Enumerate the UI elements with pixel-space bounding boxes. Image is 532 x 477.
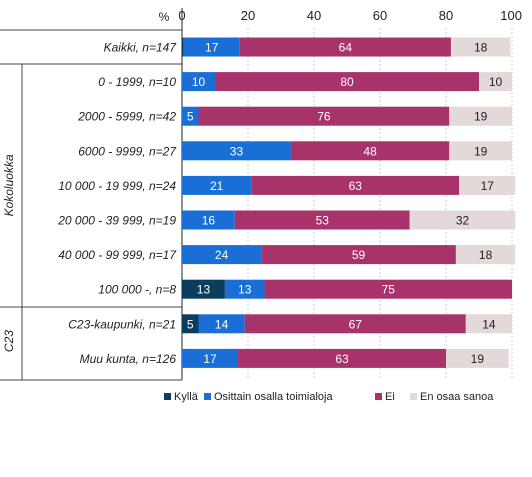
bar-segment	[198, 106, 450, 126]
data-label: 32	[456, 214, 470, 228]
x-tick-label: 20	[241, 8, 255, 23]
bar-segment	[244, 314, 466, 334]
data-label: 33	[230, 144, 244, 158]
bar-segment	[182, 348, 239, 368]
data-label: 63	[335, 352, 349, 366]
bar-segment	[182, 141, 291, 161]
bar-segment	[182, 106, 199, 126]
percent-symbol: %	[159, 10, 170, 24]
legend-swatch	[164, 393, 171, 400]
bar-segment	[182, 279, 225, 299]
data-label: 17	[481, 179, 495, 193]
data-label: 18	[479, 248, 493, 262]
data-label: 10	[489, 75, 503, 89]
data-label: 13	[238, 283, 252, 297]
category-label: 20 000 - 39 999, n=19	[57, 214, 176, 228]
data-label: 17	[205, 41, 219, 55]
legend-label: Ei	[385, 391, 395, 403]
legend-swatch	[204, 393, 211, 400]
bar-segment	[182, 175, 252, 195]
data-label: 19	[471, 352, 485, 366]
bar-segment	[290, 141, 450, 161]
data-label: 21	[210, 179, 224, 193]
x-tick-label: 40	[307, 8, 321, 23]
bar-segment	[479, 72, 512, 92]
data-label: 24	[215, 248, 229, 262]
bar-segment	[449, 141, 512, 161]
data-label: 14	[215, 317, 229, 331]
x-tick-label: 0	[178, 8, 185, 23]
category-label: 100 000 -, n=8	[98, 283, 176, 297]
data-label: 16	[202, 214, 216, 228]
bar-segment	[182, 245, 262, 265]
data-label: 19	[474, 110, 488, 124]
legend-swatch	[410, 393, 417, 400]
bar-segment	[182, 314, 199, 334]
data-label: 17	[203, 352, 217, 366]
data-label: 64	[339, 41, 353, 55]
category-label: Muu kunta, n=126	[80, 352, 177, 366]
data-label: 5	[187, 317, 194, 331]
data-label: 53	[316, 214, 330, 228]
data-label: 10	[192, 75, 206, 89]
bar-segment	[183, 37, 240, 57]
category-label: Kaikki, n=147	[104, 41, 178, 55]
bar-segment	[234, 210, 410, 230]
data-label: 67	[349, 317, 363, 331]
legend-label: En osaa sanoa	[420, 391, 494, 403]
group-label: C23	[2, 330, 16, 352]
bar-segment	[261, 245, 456, 265]
legend-label: Osittain osalla toimialoja	[214, 391, 333, 403]
data-label: 80	[340, 75, 354, 89]
data-label: 59	[352, 248, 366, 262]
legend-swatch	[375, 393, 382, 400]
bar-segment	[239, 37, 451, 57]
data-label: 18	[474, 41, 488, 55]
data-label: 63	[349, 179, 363, 193]
bar-segment	[238, 348, 446, 368]
bar-segment	[224, 279, 265, 299]
x-tick-label: 100	[500, 8, 522, 23]
data-label: 48	[363, 144, 377, 158]
bar-segment	[198, 314, 245, 334]
bar-segment	[215, 72, 479, 92]
bar-segment	[251, 175, 460, 195]
bar-segment	[455, 245, 516, 265]
bar-segment	[264, 279, 512, 299]
category-label: 2000 - 5999, n=42	[77, 110, 176, 124]
group-label: Kokoluokka	[2, 154, 16, 216]
category-label: 40 000 - 99 999, n=17	[58, 248, 177, 262]
bar-segment	[409, 210, 516, 230]
data-label: 13	[197, 283, 211, 297]
bar-segment	[182, 37, 184, 57]
data-label: 75	[382, 283, 396, 297]
bar-segment	[450, 37, 511, 57]
data-label: 14	[482, 317, 496, 331]
legend-label: Kyllä	[174, 391, 199, 403]
data-label: 19	[474, 144, 488, 158]
bar-segment	[182, 72, 215, 92]
bar-segment	[459, 175, 516, 195]
data-label: 5	[187, 110, 194, 124]
data-label: 76	[317, 110, 331, 124]
bar-segment	[465, 314, 512, 334]
x-tick-label: 80	[439, 8, 453, 23]
category-label: 6000 - 9999, n=27	[78, 144, 177, 158]
bar-segment	[446, 348, 509, 368]
bar-segment	[449, 106, 512, 126]
category-label: C23-kaupunki, n=21	[68, 317, 176, 331]
category-label: 0 - 1999, n=10	[98, 75, 176, 89]
x-tick-label: 60	[373, 8, 387, 23]
bar-segment	[182, 210, 235, 230]
category-label: 10 000 - 19 999, n=24	[58, 179, 176, 193]
